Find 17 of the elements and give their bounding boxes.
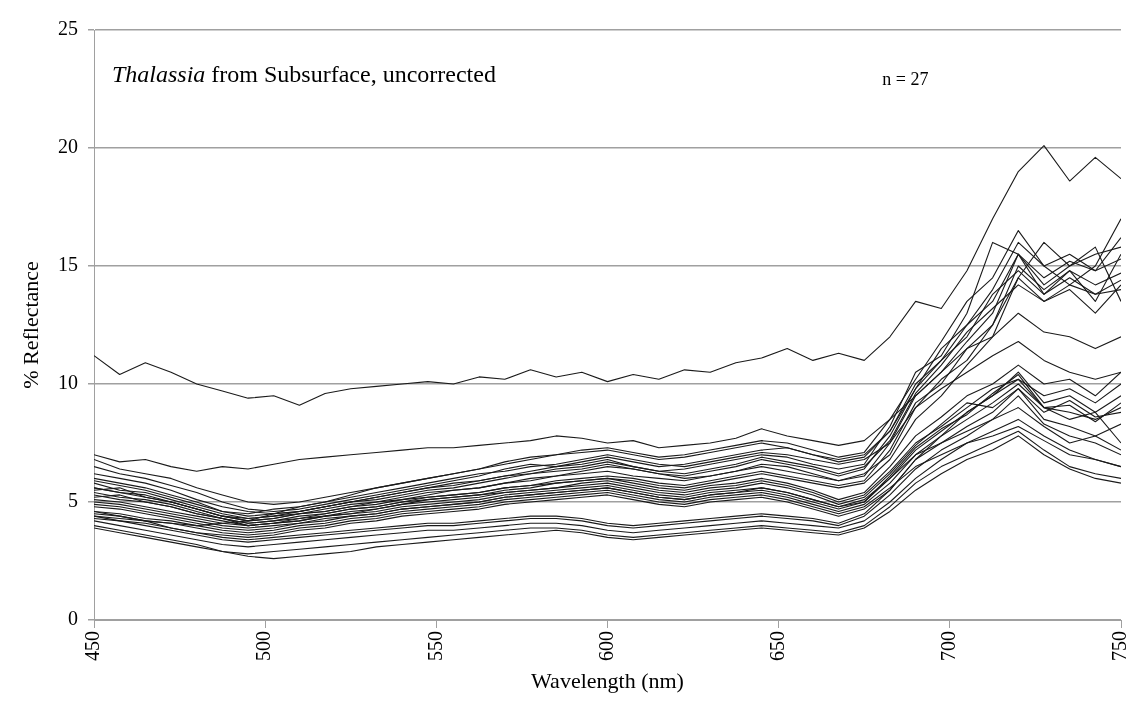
y-axis-title: % Reflectance (18, 261, 43, 389)
y-tick-label: 5 (68, 489, 78, 512)
x-tick-label: 500 (252, 631, 275, 661)
x-axis-title: Wavelength (nm) (531, 668, 684, 693)
x-tick-label: 450 (81, 631, 104, 661)
y-tick-label: 10 (58, 371, 78, 394)
y-tick-label: 25 (58, 17, 78, 40)
x-tick-label: 750 (1108, 631, 1131, 661)
x-tick-label: 650 (765, 631, 788, 661)
y-tick-label: 20 (58, 135, 78, 158)
annotation: n = 27 (882, 69, 929, 89)
y-tick-label: 0 (68, 607, 78, 630)
text: Thalassia from Subsurface, uncorrected (112, 61, 496, 87)
x-tick-label: 600 (594, 631, 617, 661)
x-tick-label: 700 (937, 631, 960, 661)
x-tick-label: 550 (423, 631, 446, 661)
y-tick-label: 15 (58, 253, 78, 276)
